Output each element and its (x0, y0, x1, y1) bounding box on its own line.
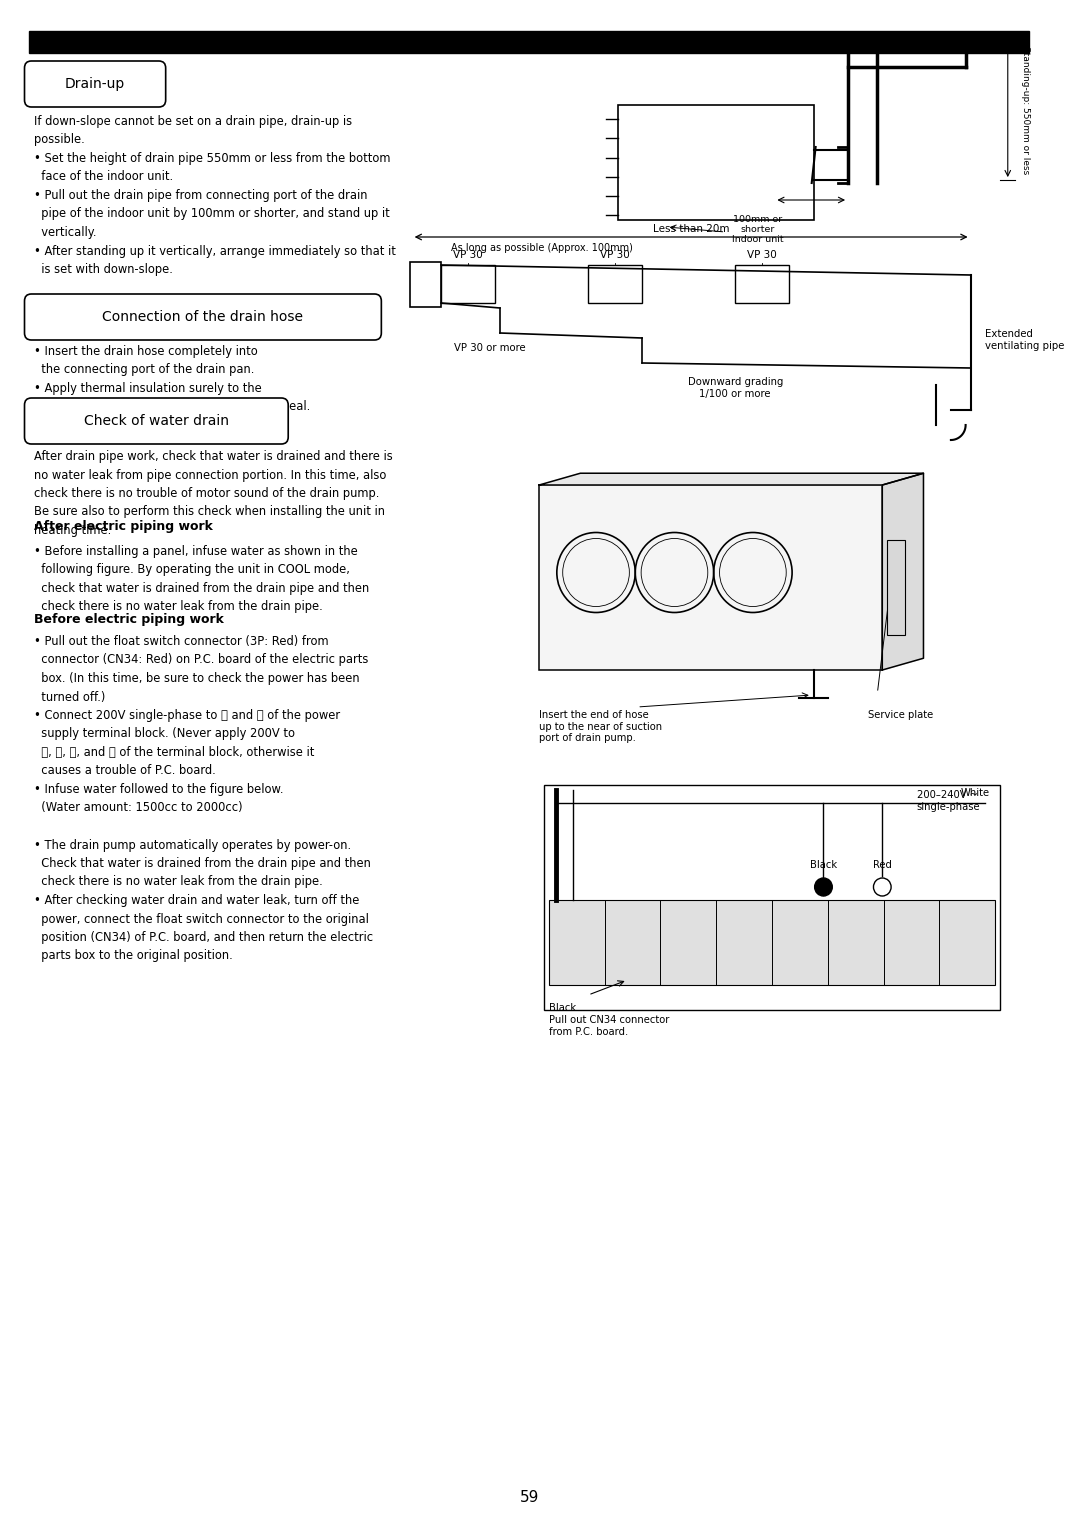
Text: As long as possible (Approx. 100mm): As long as possible (Approx. 100mm) (451, 242, 633, 253)
Text: Extended
ventilating pipe: Extended ventilating pipe (985, 329, 1065, 351)
Circle shape (814, 878, 833, 897)
Bar (618, 105, 813, 220)
Text: VP 30: VP 30 (454, 250, 483, 259)
Text: Service plate: Service plate (867, 711, 933, 720)
Text: Before electric piping work: Before electric piping work (35, 613, 225, 625)
Text: VP 30: VP 30 (600, 250, 630, 259)
Text: 100mm or
shorter: 100mm or shorter (733, 215, 782, 235)
Text: Pull out CN34 connector
from P.C. board.: Pull out CN34 connector from P.C. board. (549, 1016, 670, 1037)
Text: Less than 20m: Less than 20m (653, 224, 729, 233)
Bar (589, 265, 643, 303)
FancyBboxPatch shape (25, 294, 381, 340)
Bar (549, 900, 995, 985)
Text: Downward grading
1/100 or more: Downward grading 1/100 or more (688, 377, 783, 398)
Text: Black: Black (549, 1003, 576, 1013)
Bar (887, 540, 905, 634)
Bar (441, 265, 495, 303)
Text: • Pull out the float switch connector (3P: Red) from
  connector (CN34: Red) on : • Pull out the float switch connector (3… (35, 634, 374, 962)
FancyBboxPatch shape (25, 61, 165, 107)
FancyBboxPatch shape (25, 398, 288, 444)
Text: VP 30: VP 30 (747, 250, 778, 259)
Bar (735, 265, 789, 303)
Text: 59: 59 (519, 1490, 539, 1505)
Text: Insert the end of hose
up to the near of suction
port of drain pump.: Insert the end of hose up to the near of… (539, 711, 662, 743)
Text: If down-slope cannot be set on a drain pipe, drain-up is
possible.
• Set the hei: If down-slope cannot be set on a drain p… (35, 114, 396, 276)
Text: Check of water drain: Check of water drain (84, 413, 229, 429)
Bar (544, 785, 1000, 1010)
Text: Red: Red (873, 860, 892, 869)
Text: Drain-up: Drain-up (65, 76, 125, 92)
Bar (29, 30, 1029, 53)
Bar (409, 262, 441, 307)
Text: • Before installing a panel, infuse water as shown in the
  following figure. By: • Before installing a panel, infuse wate… (35, 544, 369, 613)
Text: Indoor unit: Indoor unit (732, 235, 784, 244)
Text: After drain pipe work, check that water is drained and there is
no water leak fr: After drain pipe work, check that water … (35, 450, 393, 537)
Circle shape (874, 878, 891, 897)
Text: VP 30 or more: VP 30 or more (455, 343, 526, 352)
Text: Connection of the drain hose: Connection of the drain hose (103, 310, 303, 323)
Text: Black: Black (810, 860, 837, 869)
Text: 200–240V ~
single-phase: 200–240V ~ single-phase (917, 790, 981, 811)
Text: After electric piping work: After electric piping work (35, 520, 213, 534)
Text: • Insert the drain hose completely into
  the connecting port of the drain pan.
: • Insert the drain hose completely into … (35, 345, 311, 413)
Bar (539, 485, 882, 669)
Text: Standing-up: 550mm or less: Standing-up: 550mm or less (1022, 46, 1030, 174)
Polygon shape (539, 473, 923, 485)
Polygon shape (882, 473, 923, 669)
Text: White: White (961, 788, 990, 798)
